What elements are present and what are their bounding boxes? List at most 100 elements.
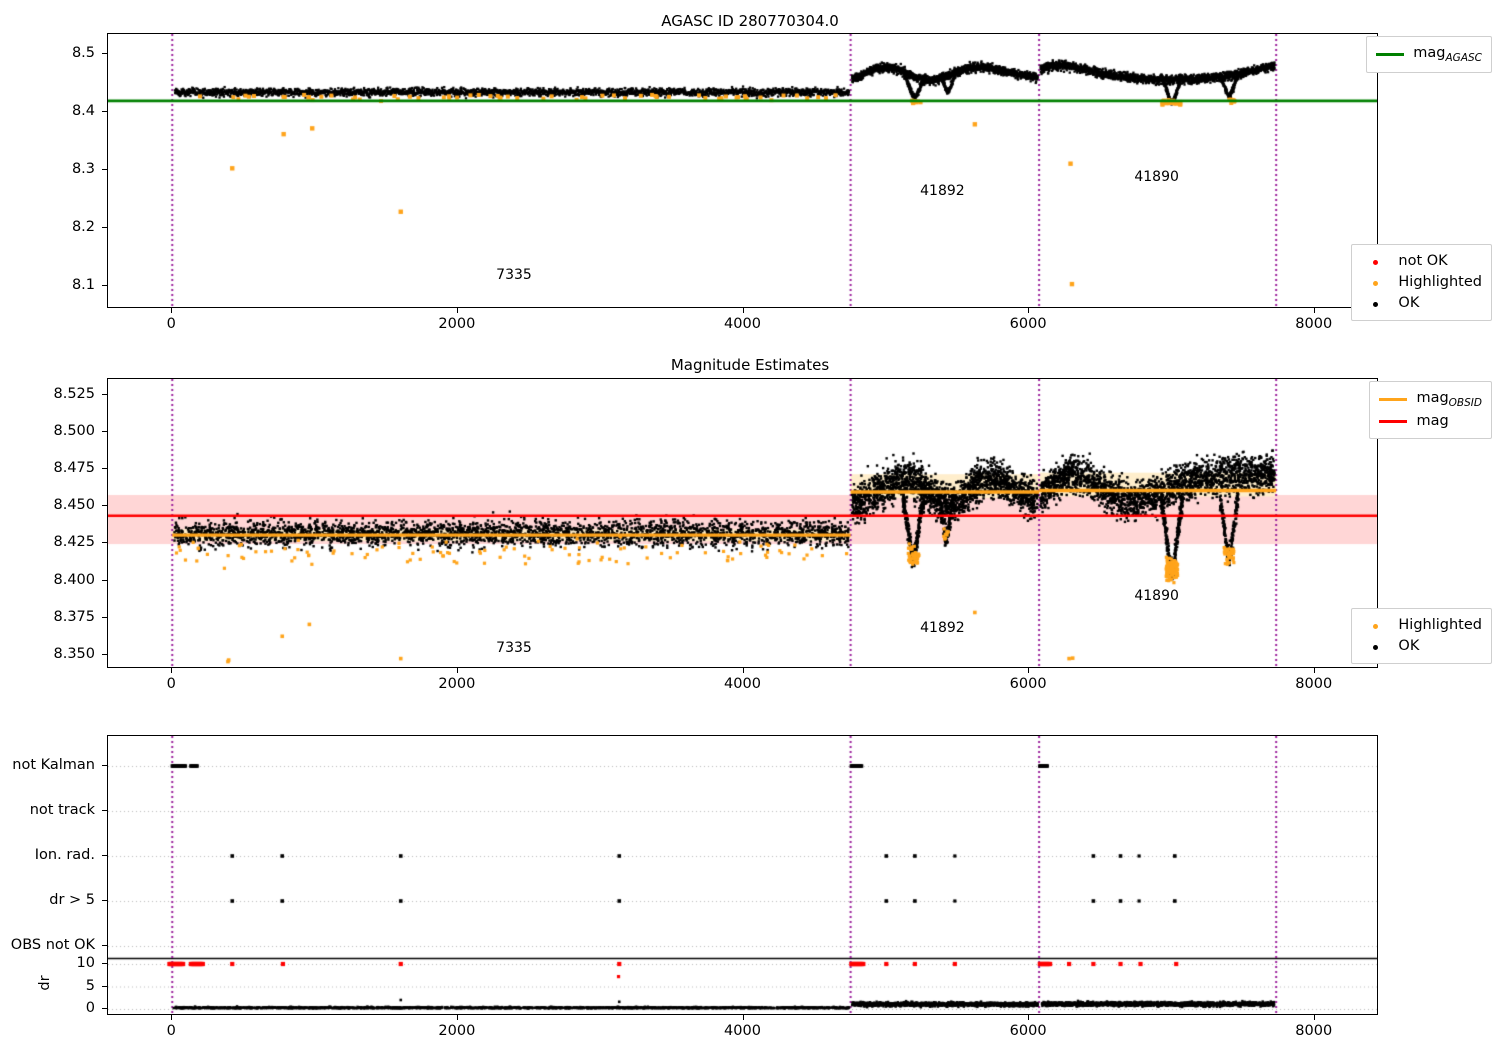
- dr-tick-label: 0: [85, 1000, 95, 1016]
- x-tick-label: 6000: [1009, 316, 1047, 332]
- legend-item-highlighted[interactable]: Highlighted: [1361, 272, 1482, 293]
- x-tick-label: 4000: [724, 1023, 761, 1039]
- y-tick-label: 8.400: [53, 571, 95, 588]
- legend-item-highlighted-2[interactable]: Highlighted: [1361, 615, 1482, 636]
- x-tick-label: 8000: [1295, 1023, 1333, 1039]
- flag-row-label: not track: [29, 802, 95, 818]
- x-tick-mark: [742, 668, 744, 673]
- x-tick-mark: [171, 308, 173, 313]
- legend-item-ok-2[interactable]: OK: [1361, 636, 1482, 657]
- y-tick-label: 8.500: [53, 422, 95, 439]
- x-tick-mark: [456, 308, 458, 313]
- y-tick-label: 8.5: [71, 45, 95, 62]
- obsid-label: 7335: [496, 639, 532, 656]
- legend-item-ok[interactable]: OK: [1361, 293, 1482, 314]
- x-tick-label: 8000: [1295, 676, 1333, 692]
- y-tick-mark: [102, 616, 107, 618]
- x-tick-label: 2000: [438, 676, 476, 692]
- flag-row-label: dr > 5: [49, 892, 95, 908]
- y-tick-label: 8.2: [71, 218, 95, 235]
- y-tick-mark: [102, 53, 107, 55]
- y-tick-mark: [102, 111, 107, 113]
- legend-label-mag-agasc: magAGASC: [1413, 45, 1482, 64]
- x-tick-label: 0: [166, 676, 176, 692]
- y-tick-mark: [102, 542, 107, 544]
- legend-item-not-ok[interactable]: not OK: [1361, 251, 1482, 272]
- x-tick-label: 0: [166, 1023, 176, 1039]
- x-tick-mark: [1028, 1015, 1030, 1020]
- dr-tick-mark: [102, 1008, 107, 1009]
- x-tick-mark: [1313, 308, 1315, 313]
- y-tick-label: 8.375: [53, 608, 95, 625]
- panel-flags: not Kalman not track Ion. rad. dr > 5 OBS no…: [0, 695, 1500, 1050]
- x-tick-mark: [742, 1015, 744, 1020]
- panel1-legend-lower[interactable]: not OK Highlighted OK: [1351, 244, 1492, 322]
- panel-magnitudes: AGASC ID 280770304.0 7335 41892 41890 0 2000…: [0, 0, 1500, 345]
- y-tick-label: 8.525: [53, 385, 95, 402]
- x-tick-label: 6000: [1009, 676, 1047, 692]
- y-tick-label: 8.350: [53, 645, 95, 662]
- legend-item-mag-agasc[interactable]: magAGASC: [1376, 43, 1482, 66]
- legend-item-mag-obsid[interactable]: magOBSID: [1379, 388, 1482, 411]
- y-tick-mark: [102, 226, 107, 228]
- panel1-legend-upper[interactable]: magAGASC: [1366, 36, 1492, 74]
- panel1-axes: [107, 33, 1378, 308]
- panel3-axes: [107, 735, 1378, 1015]
- legend-label-ok-2: OK: [1398, 638, 1420, 655]
- x-tick-label: 4000: [724, 676, 761, 692]
- y-tick-mark: [102, 284, 107, 286]
- x-tick-label: 2000: [438, 316, 476, 332]
- obsid-label: 41892: [920, 620, 965, 637]
- y-tick-label: 8.4: [71, 103, 95, 120]
- y-tick-label: 8.425: [53, 534, 95, 551]
- obsid-label: 41890: [1134, 168, 1179, 185]
- y-tick-mark: [102, 430, 107, 432]
- flag-row-label: not Kalman: [12, 757, 95, 773]
- panel2-legend-lower[interactable]: Highlighted OK: [1351, 608, 1492, 665]
- y-tick-label: 8.3: [71, 161, 95, 178]
- dr-tick-label: 10: [76, 955, 95, 971]
- y-tick-mark: [102, 169, 107, 171]
- figure-title: AGASC ID 280770304.0: [661, 12, 839, 30]
- ok-dot-swatch: [1361, 293, 1389, 313]
- obsid-label: 41892: [920, 183, 965, 200]
- x-tick-mark: [456, 668, 458, 673]
- x-tick-mark: [456, 1015, 458, 1020]
- y-tick-label: 8.1: [71, 276, 95, 293]
- dr-tick-mark: [102, 963, 107, 964]
- x-tick-mark: [742, 308, 744, 313]
- panel3-ylabel-dr: dr: [37, 975, 53, 991]
- y-tick-mark: [102, 393, 107, 395]
- legend-label-mag-obsid: magOBSID: [1416, 390, 1482, 409]
- legend-label-highlighted: Highlighted: [1398, 274, 1482, 291]
- panel2-legend-upper[interactable]: magOBSID mag: [1369, 381, 1492, 440]
- ok-dot-swatch-2: [1361, 636, 1389, 656]
- x-tick-label: 4000: [724, 316, 761, 332]
- x-tick-mark: [171, 1015, 173, 1020]
- flag-row-label: Ion. rad.: [34, 847, 95, 863]
- x-tick-mark: [1313, 1015, 1315, 1020]
- y-tick-mark: [102, 505, 107, 507]
- legend-label-ok: OK: [1398, 295, 1420, 312]
- x-tick-label: 0: [166, 316, 176, 332]
- flag-row-label: OBS not OK: [10, 937, 95, 953]
- panel2-axes: [107, 378, 1378, 668]
- legend-label-highlighted-2: Highlighted: [1398, 617, 1482, 633]
- x-tick-label: 8000: [1295, 316, 1333, 332]
- dr-tick-label: 5: [85, 977, 95, 994]
- x-tick-label: 2000: [438, 1023, 476, 1039]
- mag-agasc-line-swatch: [1376, 53, 1405, 57]
- y-tick-mark: [102, 810, 107, 811]
- y-tick-mark: [102, 945, 107, 946]
- x-tick-mark: [1313, 668, 1315, 673]
- panel2-title: Magnitude Estimates: [670, 356, 830, 374]
- highlighted-dot-swatch-2: [1361, 615, 1389, 635]
- obsid-label: 7335: [496, 267, 532, 284]
- y-tick-mark: [102, 900, 107, 901]
- x-tick-mark: [171, 668, 173, 673]
- legend-item-mag[interactable]: mag: [1379, 411, 1482, 432]
- y-tick-label: 8.475: [53, 459, 95, 476]
- x-tick-mark: [1028, 308, 1030, 313]
- y-tick-mark: [102, 653, 107, 655]
